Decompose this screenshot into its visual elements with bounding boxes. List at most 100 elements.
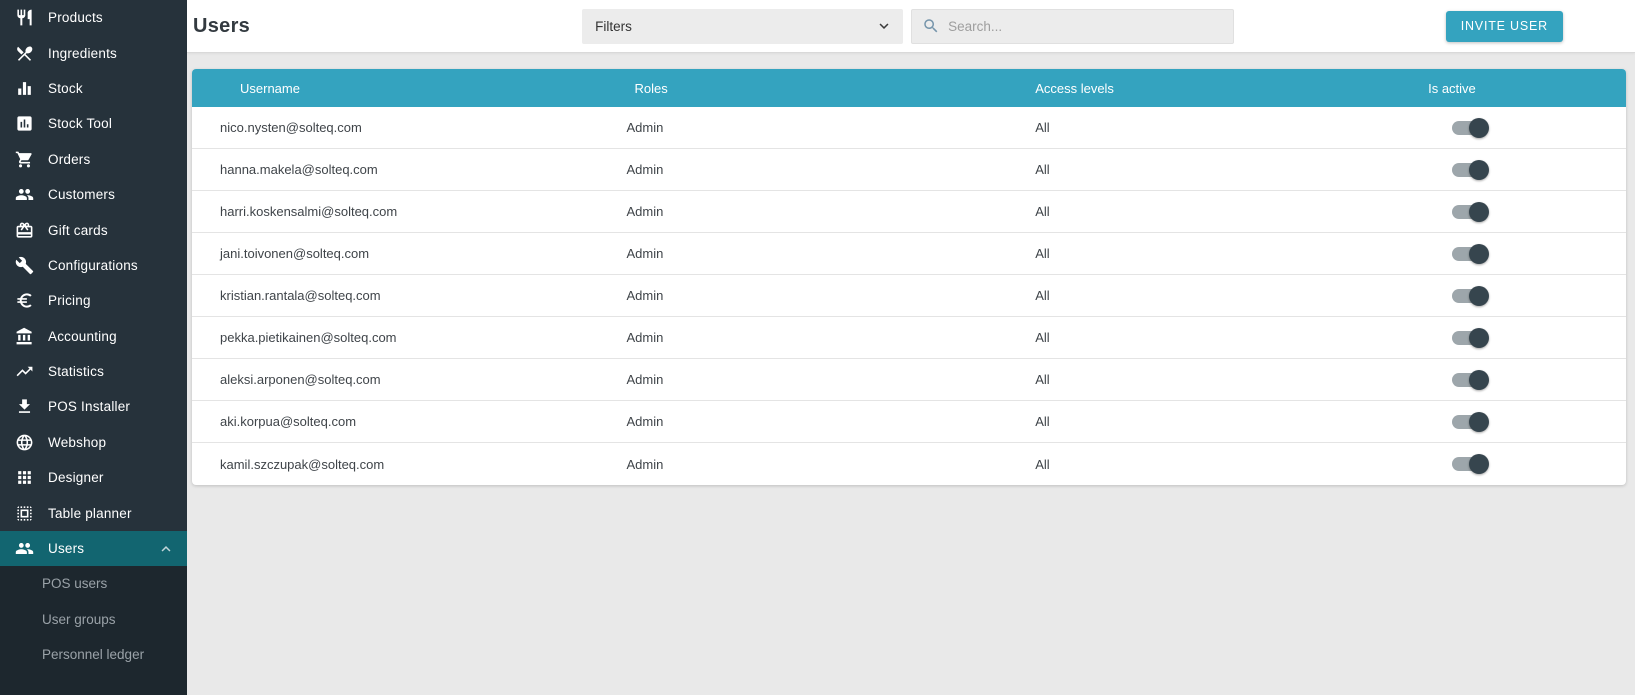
chevron-down-icon (875, 17, 893, 35)
is-active-toggle[interactable] (1452, 454, 1490, 474)
is-active-cell (1428, 201, 1626, 222)
sidebar-item-customers[interactable]: Customers (0, 177, 187, 212)
sidebar-subitem-pos-users[interactable]: POS users (0, 566, 187, 601)
sidebar-item-label: Accounting (48, 328, 117, 344)
table-row: pekka.pietikainen@solteq.com Admin All (192, 317, 1626, 359)
username-cell: nico.nysten@solteq.com (220, 120, 362, 135)
sidebar-item-label: Pricing (48, 293, 91, 309)
sidebar-item-label: Products (48, 10, 103, 26)
table-row: nico.nysten@solteq.com Admin All (192, 107, 1626, 149)
sidebar-item-pos-installer[interactable]: POS Installer (0, 389, 187, 424)
roles-cell: Admin (626, 246, 664, 261)
sidebar-nav: Products Ingredients Stock Stock Tool Orders… (0, 0, 187, 567)
is-active-toggle[interactable] (1452, 201, 1490, 222)
wrench-icon (14, 255, 34, 275)
table-row: kristian.rantala@solteq.com Admin All (192, 275, 1626, 317)
sidebar-item-designer[interactable]: Designer (0, 460, 187, 495)
filters-dropdown[interactable]: Filters (582, 8, 904, 44)
table-row: hanna.makela@solteq.com Admin All (192, 149, 1626, 191)
sidebar-item-statistics[interactable]: Statistics (0, 354, 187, 389)
is-active-toggle[interactable] (1452, 369, 1490, 390)
roles-cell: Admin (626, 162, 664, 177)
username-cell: hanna.makela@solteq.com (220, 162, 378, 177)
roles-cell: Admin (626, 204, 664, 219)
is-active-toggle[interactable] (1452, 117, 1490, 138)
sidebar: Products Ingredients Stock Stock Tool Orders… (0, 0, 187, 695)
sidebar-item-ingredients[interactable]: Ingredients (0, 35, 187, 70)
access-levels-cell: All (1035, 246, 1050, 261)
roles-cell: Admin (626, 456, 664, 472)
sidebar-subitem-label: Personnel ledger (42, 647, 145, 663)
roles-cell: Admin (626, 120, 664, 135)
restaurant-icon (14, 8, 34, 28)
sidebar-item-pricing[interactable]: Pricing (0, 283, 187, 318)
restaurant-menu-icon (14, 43, 34, 63)
is-active-cell (1428, 327, 1626, 348)
sidebar-subitem-label: POS users (42, 576, 108, 592)
sidebar-item-label: POS Installer (48, 399, 131, 415)
is-active-cell (1428, 285, 1626, 306)
is-active-toggle[interactable] (1452, 243, 1490, 264)
table-row: aki.korpua@solteq.com Admin All (192, 401, 1626, 443)
sidebar-subitem-user-groups[interactable]: User groups (0, 602, 187, 637)
chevron-up-icon (157, 540, 175, 558)
sidebar-item-label: Customers (48, 187, 116, 203)
sidebar-item-label: Webshop (48, 434, 107, 450)
is-active-toggle[interactable] (1452, 159, 1490, 180)
invite-user-button[interactable]: INVITE USER (1445, 10, 1563, 42)
filters-label: Filters (595, 18, 632, 34)
access-levels-cell: All (1035, 288, 1050, 303)
is-active-toggle[interactable] (1452, 285, 1490, 306)
table-body: nico.nysten@solteq.com Admin All hanna.make… (192, 107, 1626, 485)
cart-icon (14, 149, 34, 169)
sidebar-submenu: POS users User groups Personnel ledger (0, 566, 187, 695)
bank-icon (14, 326, 34, 346)
sidebar-item-configurations[interactable]: Configurations (0, 248, 187, 283)
sidebar-item-label: Stock Tool (48, 116, 113, 132)
search-icon (922, 17, 940, 35)
access-levels-cell: All (1035, 456, 1050, 472)
sidebar-item-accounting[interactable]: Accounting (0, 319, 187, 354)
apps-grid-icon (14, 468, 34, 488)
page-title: Users (193, 14, 251, 37)
table-row: aleksi.arponen@solteq.com Admin All (192, 359, 1626, 401)
sidebar-item-stock-tool[interactable]: Stock Tool (0, 106, 187, 141)
users-table: Username Roles Access levels Is active n… (192, 69, 1626, 485)
assessment-icon (14, 114, 34, 134)
access-levels-cell: All (1035, 330, 1050, 345)
roles-cell: Admin (626, 372, 664, 387)
equalizer-icon (14, 78, 34, 98)
giftcard-icon (14, 220, 34, 240)
sidebar-item-stock[interactable]: Stock (0, 71, 187, 106)
username-cell: kristian.rantala@solteq.com (220, 288, 381, 303)
username-cell: jani.toivonen@solteq.com (220, 246, 370, 261)
roles-cell: Admin (626, 414, 664, 429)
is-active-toggle[interactable] (1452, 411, 1490, 432)
column-header-access-levels: Access levels (1035, 80, 1114, 96)
sidebar-item-table-planner[interactable]: Table planner (0, 495, 187, 530)
access-levels-cell: All (1035, 162, 1050, 177)
sidebar-subitem-personnel-ledger[interactable]: Personnel ledger (0, 637, 187, 672)
sidebar-item-orders[interactable]: Orders (0, 142, 187, 177)
search-input[interactable] (948, 18, 1224, 34)
is-active-cell (1428, 411, 1626, 432)
sidebar-item-label: Designer (48, 470, 104, 486)
access-levels-cell: All (1035, 120, 1050, 135)
table-row: harri.koskensalmi@solteq.com Admin All (192, 191, 1626, 233)
sidebar-item-gift-cards[interactable]: Gift cards (0, 212, 187, 247)
people-icon (14, 185, 34, 205)
sidebar-item-users[interactable]: Users (0, 530, 187, 567)
sidebar-item-label: Configurations (48, 257, 138, 273)
sidebar-item-label: Orders (48, 151, 91, 167)
select-all-icon (14, 503, 34, 523)
is-active-toggle[interactable] (1452, 327, 1490, 348)
sidebar-item-webshop[interactable]: Webshop (0, 425, 187, 460)
euro-icon (14, 291, 34, 311)
is-active-cell (1428, 243, 1626, 264)
search-box[interactable] (911, 8, 1235, 44)
sidebar-item-label: Table planner (48, 505, 132, 521)
sidebar-item-products[interactable]: Products (0, 0, 187, 35)
username-cell: harri.koskensalmi@solteq.com (220, 204, 398, 219)
username-cell: aki.korpua@solteq.com (220, 414, 357, 429)
trending-up-icon (14, 362, 34, 382)
